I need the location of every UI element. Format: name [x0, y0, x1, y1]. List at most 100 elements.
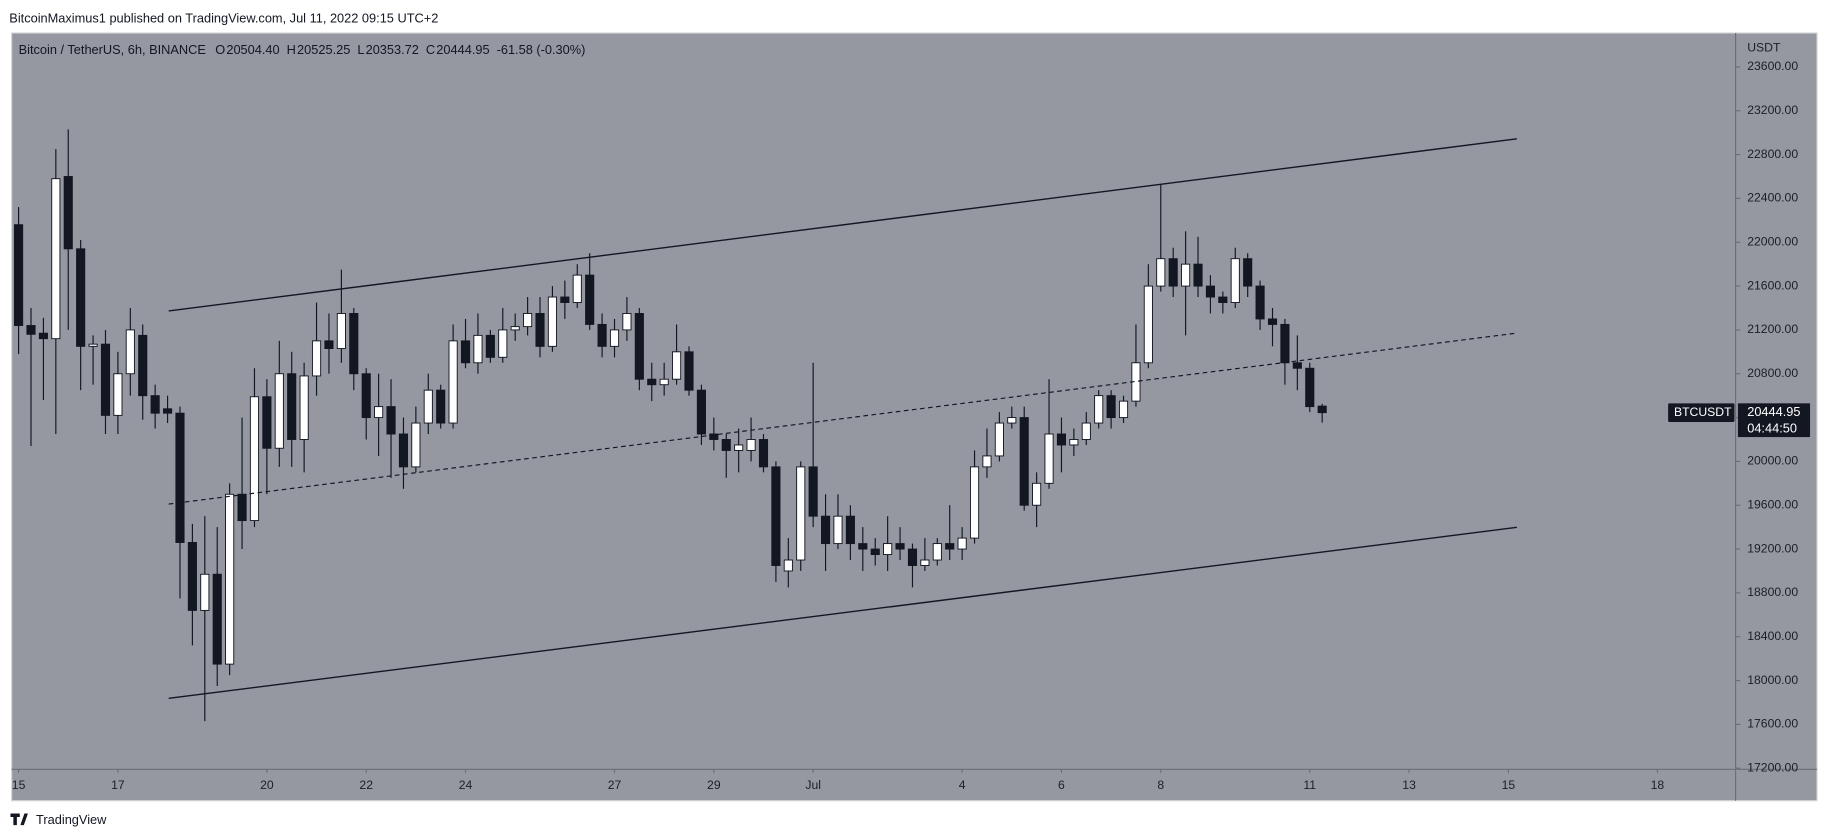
y-tick-label: 23200.00	[1747, 103, 1798, 117]
candle-body	[448, 340, 458, 424]
y-tick-label: 18400.00	[1747, 629, 1798, 643]
candle-body	[1255, 285, 1265, 320]
x-tick-label: 13	[1402, 778, 1416, 792]
candle-body	[1019, 417, 1029, 506]
candle	[1069, 428, 1079, 456]
candle	[1305, 362, 1315, 413]
x-tick-label: 29	[707, 778, 721, 792]
candle	[1255, 280, 1265, 330]
candle	[349, 307, 359, 391]
candle-body	[398, 433, 409, 468]
candle-body	[982, 455, 992, 468]
candle	[845, 505, 855, 561]
candle	[771, 461, 781, 582]
candle-body	[1193, 263, 1203, 287]
y-tick-label: 20000.00	[1747, 454, 1798, 468]
candle	[597, 313, 607, 358]
candle	[324, 313, 334, 374]
candle-body	[349, 313, 359, 375]
candle-body	[634, 313, 644, 380]
candle-body	[907, 548, 918, 566]
x-tick-label: 15	[12, 778, 26, 792]
candle	[473, 313, 483, 374]
candle	[38, 317, 48, 401]
candle-body	[547, 296, 557, 347]
candle-body	[1156, 258, 1166, 287]
candle-body	[684, 351, 694, 391]
candle-body	[1168, 258, 1178, 287]
candle-body	[386, 406, 396, 435]
candle-body	[746, 439, 756, 451]
x-tick-label: 8	[1157, 778, 1164, 792]
candle-body	[324, 340, 334, 350]
candle	[721, 434, 731, 478]
candle	[1007, 406, 1017, 429]
candle	[498, 307, 508, 363]
candle	[907, 543, 918, 588]
y-tick-label: 21600.00	[1747, 278, 1798, 292]
symbol-name: Bitcoin / TetherUS, 6h, BINANCE	[19, 42, 206, 57]
candle	[1019, 406, 1029, 511]
candle	[858, 527, 868, 571]
candle	[485, 329, 495, 363]
candle-body	[1181, 263, 1191, 287]
candle-body	[783, 559, 793, 572]
candle	[1205, 275, 1215, 314]
candle-body	[1094, 395, 1104, 424]
candle-body	[237, 493, 247, 522]
candle	[274, 340, 284, 467]
candle-body	[833, 515, 843, 545]
price-axis-unit: USDT	[1747, 40, 1781, 54]
candle	[1118, 395, 1129, 424]
channel-mid-line	[168, 332, 1517, 505]
candle-body	[299, 375, 309, 440]
candle-body	[485, 334, 495, 358]
candle	[150, 384, 160, 429]
candle-body	[696, 389, 706, 435]
candle-body	[498, 329, 508, 358]
candle-body	[374, 406, 384, 419]
candle-body	[51, 178, 61, 340]
candle-body	[597, 323, 607, 347]
y-tick-label: 19600.00	[1747, 497, 1798, 511]
candle	[510, 313, 520, 341]
candle	[696, 384, 706, 445]
candle-body	[100, 343, 111, 416]
candle-body	[88, 343, 98, 347]
candle-body	[200, 573, 210, 611]
x-tick-label: 20	[260, 778, 274, 792]
candle-body	[249, 396, 260, 522]
x-tick-label: 11	[1303, 778, 1316, 792]
candle-body	[1280, 323, 1290, 364]
candle-body	[1205, 285, 1215, 298]
candle-body	[659, 378, 669, 386]
candle	[1181, 231, 1191, 336]
candle-body	[758, 439, 769, 468]
candle	[1143, 264, 1153, 369]
candle	[1243, 253, 1253, 298]
candle	[994, 412, 1004, 462]
y-tick-label: 18800.00	[1747, 585, 1798, 599]
candle-body	[473, 334, 483, 364]
candle	[187, 523, 197, 646]
candle	[523, 297, 533, 336]
candle	[969, 450, 980, 544]
candle-body	[187, 542, 197, 611]
logo-icon	[10, 813, 28, 826]
legend-change: -61.58 (-0.30%)	[497, 42, 586, 57]
candle	[1081, 412, 1091, 445]
candle-body	[1267, 318, 1278, 325]
candle-body	[274, 373, 284, 449]
candle-body	[622, 313, 632, 331]
y-tick-label: 22000.00	[1747, 234, 1798, 248]
candle-body	[1218, 296, 1228, 303]
candle	[163, 395, 173, 424]
candle-body	[212, 573, 222, 665]
candle	[1106, 390, 1116, 429]
candle	[1168, 247, 1178, 298]
candle	[411, 406, 421, 473]
candle-body	[1317, 405, 1327, 414]
legend-key: C	[426, 42, 435, 57]
candle-body	[920, 559, 930, 566]
